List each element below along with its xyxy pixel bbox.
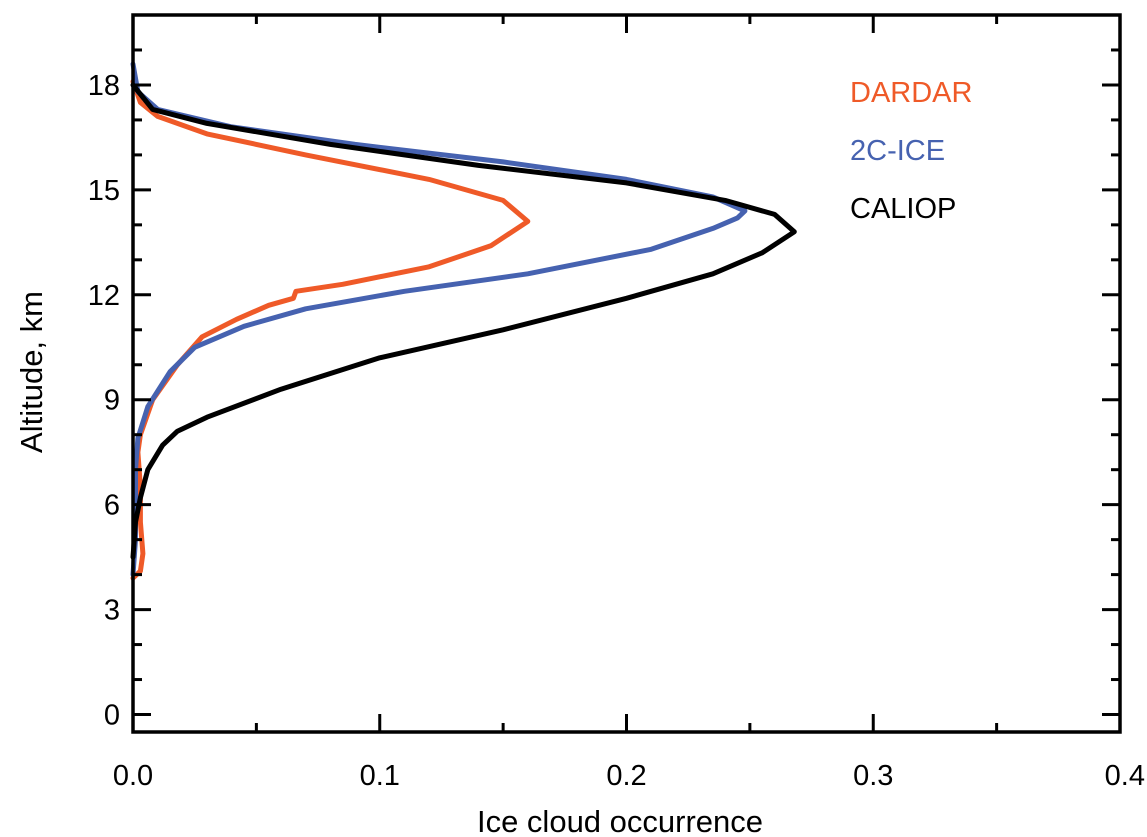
series-layer bbox=[130, 61, 797, 581]
y-tick-label: 6 bbox=[104, 490, 120, 522]
y-tick-label: 15 bbox=[88, 175, 120, 207]
y-tick-label: 0 bbox=[104, 700, 120, 732]
y-tick-label: 3 bbox=[104, 595, 120, 627]
legend-entry: DARDAR bbox=[850, 77, 972, 109]
x-tick-label: 0.1 bbox=[360, 760, 400, 792]
legend-entry: 2C-ICE bbox=[850, 135, 945, 167]
y-tick-label: 18 bbox=[88, 70, 120, 102]
series-line-caliop bbox=[130, 82, 797, 560]
x-tick-label: 0.2 bbox=[606, 760, 646, 792]
x-tick-label: 0.0 bbox=[113, 760, 153, 792]
tick-layer bbox=[131, 15, 1122, 732]
x-tick-labels: 0.0 0.1 0.2 0.3 0.4 bbox=[113, 760, 1145, 792]
y-axis-title: Altitude, km bbox=[14, 291, 49, 453]
series-line-2c-ice bbox=[130, 61, 748, 578]
y-tick-label: 12 bbox=[88, 280, 120, 312]
x-axis-title: Ice cloud occurrence bbox=[477, 804, 763, 837]
x-tick-label: 0.4 bbox=[1105, 760, 1145, 792]
plot-frame bbox=[131, 13, 1122, 734]
legend: DARDAR 2C-ICE CALIOP bbox=[850, 77, 972, 225]
y-tick-label: 9 bbox=[104, 385, 120, 417]
legend-entry: CALIOP bbox=[850, 193, 956, 225]
x-tick-label: 0.3 bbox=[853, 760, 893, 792]
series-line-dardar bbox=[130, 79, 531, 581]
y-tick-labels: 0 3 6 9 12 15 18 bbox=[88, 70, 120, 732]
